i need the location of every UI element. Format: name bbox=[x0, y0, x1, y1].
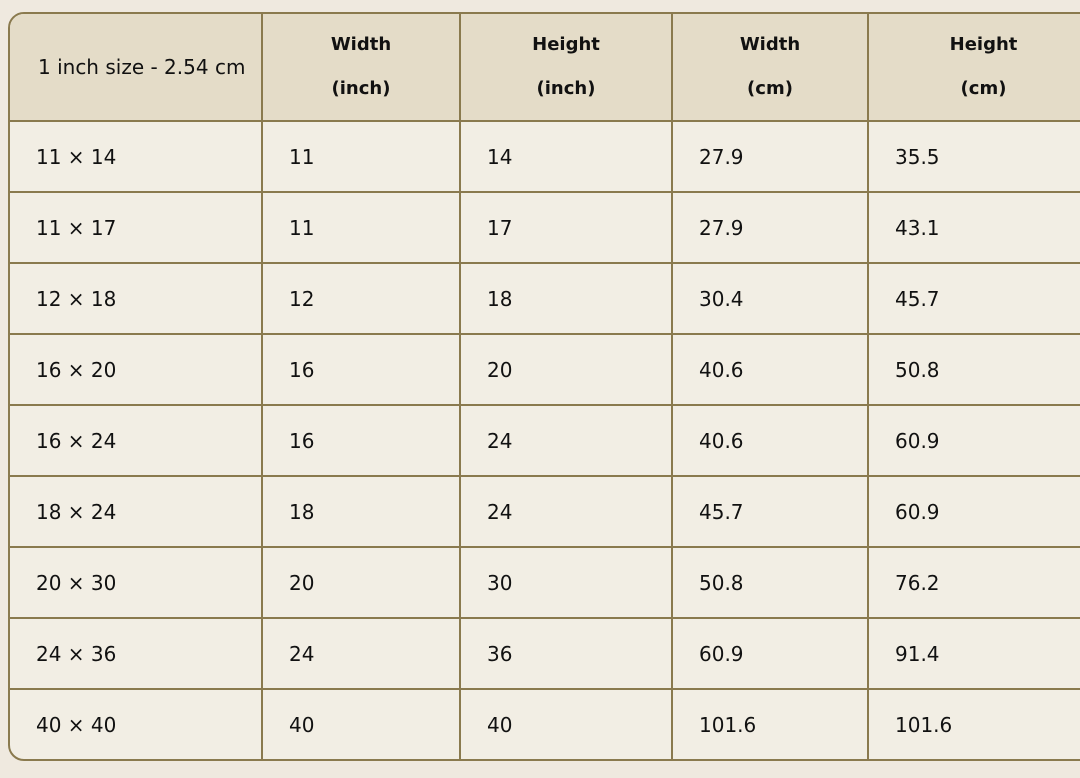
cell-size: 16 × 20 bbox=[10, 333, 263, 406]
table-row: 40 × 40 40 40 101.6 101.6 bbox=[10, 688, 1080, 759]
cell-height-inch: 20 bbox=[459, 333, 673, 406]
cell-width-inch: 18 bbox=[261, 475, 461, 548]
cell-width-cm: 60.9 bbox=[671, 617, 869, 690]
table-row: 11 × 17 11 17 27.9 43.1 bbox=[10, 191, 1080, 264]
cell-height-cm: 35.5 bbox=[867, 120, 1080, 193]
cell-size: 24 × 36 bbox=[10, 617, 263, 690]
cell-size: 20 × 30 bbox=[10, 546, 263, 619]
header-height-cm: Height (cm) bbox=[867, 14, 1080, 122]
cell-size: 11 × 14 bbox=[10, 120, 263, 193]
cell-width-inch: 24 bbox=[261, 617, 461, 690]
cell-width-cm: 101.6 bbox=[671, 688, 869, 759]
cell-width-cm: 45.7 bbox=[671, 475, 869, 548]
header-text: Width bbox=[739, 34, 801, 55]
cell-size: 18 × 24 bbox=[10, 475, 263, 548]
header-unit: (cm) bbox=[960, 78, 1007, 99]
cell-width-inch: 12 bbox=[261, 262, 461, 335]
cell-width-cm: 40.6 bbox=[671, 404, 869, 477]
cell-size: 16 × 24 bbox=[10, 404, 263, 477]
header-width-cm: Width (cm) bbox=[671, 14, 869, 122]
table-row: 11 × 14 11 14 27.9 35.5 bbox=[10, 120, 1080, 193]
table-row: 16 × 24 16 24 40.6 60.9 bbox=[10, 404, 1080, 477]
header-unit: (inch) bbox=[331, 78, 391, 99]
cell-width-inch: 11 bbox=[261, 191, 461, 264]
table-row: 18 × 24 18 24 45.7 60.9 bbox=[10, 475, 1080, 548]
cell-width-cm: 50.8 bbox=[671, 546, 869, 619]
cell-height-cm: 60.9 bbox=[867, 404, 1080, 477]
header-height-inch: Height (inch) bbox=[459, 14, 673, 122]
cell-height-cm: 50.8 bbox=[867, 333, 1080, 406]
cell-height-cm: 45.7 bbox=[867, 262, 1080, 335]
cell-width-inch: 20 bbox=[261, 546, 461, 619]
header-unit: (inch) bbox=[536, 78, 596, 99]
cell-height-inch: 18 bbox=[459, 262, 673, 335]
table-row: 16 × 20 16 20 40.6 50.8 bbox=[10, 333, 1080, 406]
cell-size: 11 × 17 bbox=[10, 191, 263, 264]
header-text: Width bbox=[330, 34, 392, 55]
header-text: Height bbox=[532, 34, 600, 55]
cell-height-cm: 60.9 bbox=[867, 475, 1080, 548]
cell-height-inch: 30 bbox=[459, 546, 673, 619]
header-text: 1 inch size - 2.54 cm bbox=[38, 55, 246, 79]
header-size: 1 inch size - 2.54 cm bbox=[10, 14, 263, 122]
cell-height-inch: 24 bbox=[459, 475, 673, 548]
cell-size: 12 × 18 bbox=[10, 262, 263, 335]
table-row: 12 × 18 12 18 30.4 45.7 bbox=[10, 262, 1080, 335]
cell-size: 40 × 40 bbox=[10, 688, 263, 759]
cell-height-inch: 14 bbox=[459, 120, 673, 193]
cell-height-cm: 43.1 bbox=[867, 191, 1080, 264]
table-row: 20 × 30 20 30 50.8 76.2 bbox=[10, 546, 1080, 619]
size-conversion-table: 1 inch size - 2.54 cm Width (inch) Height… bbox=[8, 12, 1080, 761]
header-text: Height bbox=[949, 34, 1018, 55]
cell-height-inch: 40 bbox=[459, 688, 673, 759]
cell-width-cm: 27.9 bbox=[671, 191, 869, 264]
cell-width-cm: 30.4 bbox=[671, 262, 869, 335]
header-width-inch: Width (inch) bbox=[261, 14, 461, 122]
header-unit: (cm) bbox=[747, 78, 793, 99]
cell-height-cm: 76.2 bbox=[867, 546, 1080, 619]
cell-height-inch: 36 bbox=[459, 617, 673, 690]
table-row: 24 × 36 24 36 60.9 91.4 bbox=[10, 617, 1080, 690]
cell-width-inch: 16 bbox=[261, 404, 461, 477]
header-row: 1 inch size - 2.54 cm Width (inch) Height… bbox=[10, 14, 1080, 122]
cell-width-cm: 27.9 bbox=[671, 120, 869, 193]
cell-height-inch: 17 bbox=[459, 191, 673, 264]
cell-height-inch: 24 bbox=[459, 404, 673, 477]
cell-width-inch: 40 bbox=[261, 688, 461, 759]
cell-width-inch: 11 bbox=[261, 120, 461, 193]
cell-height-cm: 91.4 bbox=[867, 617, 1080, 690]
cell-width-cm: 40.6 bbox=[671, 333, 869, 406]
cell-height-cm: 101.6 bbox=[867, 688, 1080, 759]
cell-width-inch: 16 bbox=[261, 333, 461, 406]
